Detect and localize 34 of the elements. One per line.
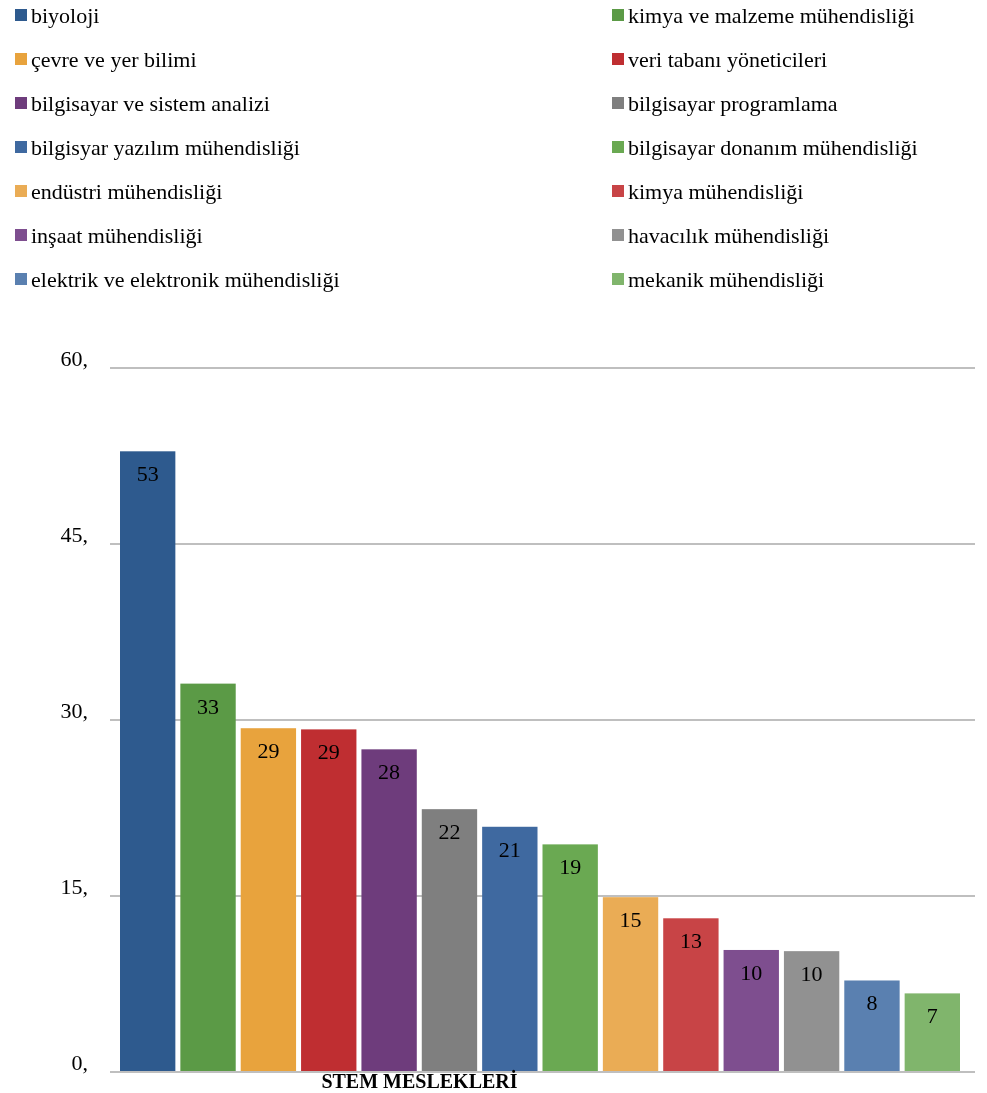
data-label: 10 [740,959,763,985]
data-label: 29 [317,739,340,765]
legend-label: bilgisayar ve sistem analizi [31,90,270,116]
data-label: 53 [136,461,159,487]
y-tick-label: 60, [60,345,88,371]
data-label: 7 [926,1003,938,1029]
legend-label: bilgisyar yazılım mühendisliği [31,134,300,160]
data-label: 21 [498,836,521,862]
data-label: 10 [800,961,823,987]
data-label: 19 [559,854,582,880]
data-label: 8 [866,990,878,1016]
legend-label: bilgisayar programlama [628,90,838,116]
y-tick-label: 15, [60,873,88,899]
legend-label: elektrik ve elektronik mühendisliği [31,266,340,292]
y-tick-label: 0, [71,1049,88,1075]
legend-label: havacılık mühendisliği [628,222,830,248]
data-label: 22 [438,819,461,845]
legend-label: inşaat mühendisliği [31,222,203,248]
data-label: 29 [257,738,280,764]
x-tick-label: STEM MESLEKLERİ [321,1069,518,1092]
data-label: 13 [679,928,702,954]
legend-label: biyoloji [31,2,100,28]
legend-label: endüstri mühendisliği [31,178,223,204]
data-label: 15 [619,907,642,933]
legend-label: kimya mühendisliği [628,178,804,204]
legend-label: veri tabanı yöneticileri [628,46,828,72]
legend-label: mekanik mühendisliği [628,266,825,292]
legend-label: bilgisayar donanım mühendisliği [628,134,918,160]
data-label: 33 [197,693,220,719]
y-tick-label: 30, [60,697,88,723]
legend-label: kimya ve malzeme mühendisliği [628,2,915,28]
data-label: 28 [378,759,401,785]
legend-label: çevre ve yer bilimi [31,46,197,72]
y-tick-label: 45, [60,521,88,547]
